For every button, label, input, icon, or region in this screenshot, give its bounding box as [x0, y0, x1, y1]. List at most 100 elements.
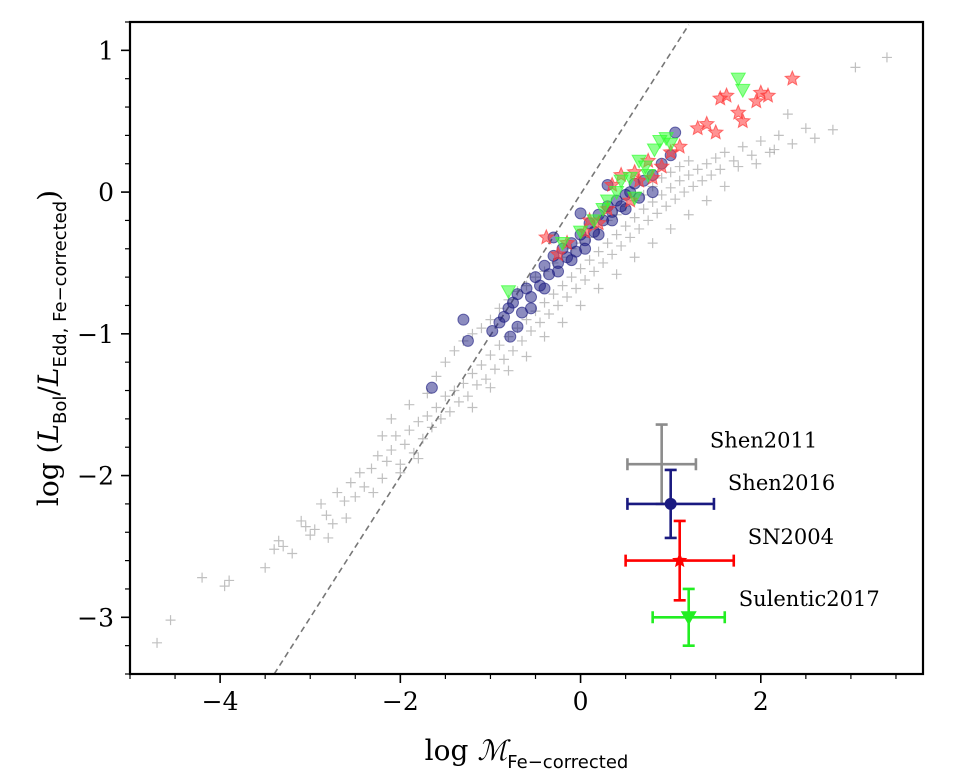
data-point-shen2011	[629, 252, 640, 263]
data-point-shen2011	[629, 212, 640, 223]
data-point-shen2011	[462, 391, 473, 402]
data-point-shen2011	[467, 402, 478, 413]
data-point-shen2011	[674, 161, 685, 172]
data-point-sn2004	[759, 86, 777, 103]
data-point-sulentic2017	[586, 214, 602, 229]
error-bar-marker-group-sulentic2017	[680, 611, 697, 626]
data-point-shen2016	[511, 320, 524, 333]
data-point-shen2011	[692, 164, 703, 175]
data-point-shen2011	[413, 416, 424, 427]
data-point-shen2011	[553, 300, 564, 311]
data-point-shen2011	[665, 182, 676, 193]
data-point-sulentic2017	[599, 194, 616, 209]
data-point-shen2011	[535, 317, 546, 328]
x-tick-label: −4	[202, 687, 239, 716]
data-point-shen2011	[404, 425, 415, 436]
data-point-sulentic2017	[572, 225, 589, 240]
error-bar-marker-shen2016	[664, 497, 677, 510]
reference-line	[273, 24, 690, 674]
y-tick-label: −3	[77, 603, 114, 632]
data-point-shen2011	[850, 62, 861, 73]
data-point-shen2011	[413, 453, 424, 464]
data-point-shen2011	[607, 249, 618, 260]
error-bar-marker-sn2004	[672, 552, 688, 568]
y-tick-label: 1	[98, 36, 114, 65]
data-point-shen2011	[665, 167, 676, 178]
data-point-shen2011	[733, 161, 744, 172]
data-point-sulentic2017	[637, 160, 654, 175]
data-point-shen2011	[764, 147, 775, 158]
data-point-shen2011	[458, 378, 469, 389]
data-point-shen2011	[593, 283, 604, 294]
data-point-shen2011	[679, 187, 690, 198]
data-point-shen2011	[751, 158, 762, 169]
legend-label-shen2011: Shen2011	[710, 428, 817, 452]
data-point-shen2011	[489, 364, 500, 375]
data-point-shen2011	[485, 314, 496, 325]
data-point-shen2011	[278, 541, 289, 552]
data-point-shen2011	[341, 513, 352, 524]
data-point-shen2011	[296, 515, 307, 526]
data-point-shen2011	[620, 221, 631, 232]
data-point-shen2011	[316, 498, 327, 509]
data-point-shen2011	[697, 175, 708, 186]
data-point-shen2011	[467, 368, 478, 379]
x-axis-label: log ℳFe−corrected	[425, 734, 629, 773]
data-point-shen2011	[273, 535, 284, 546]
data-point-shen2011	[449, 345, 460, 356]
data-point-shen2011	[366, 463, 377, 474]
data-point-sn2004	[549, 245, 567, 262]
data-point-shen2011	[706, 170, 717, 181]
data-point-shen2016	[592, 228, 605, 241]
data-point-shen2011	[287, 548, 298, 559]
data-point-shen2016	[646, 186, 659, 199]
data-point-sulentic2017	[662, 137, 679, 152]
data-point-sn2004	[734, 112, 752, 129]
data-point-shen2011	[354, 467, 365, 478]
data-point-shen2011	[539, 331, 550, 342]
data-point-shen2011	[480, 374, 491, 385]
data-point-shen2011	[616, 240, 627, 251]
data-point-sulentic2017	[554, 237, 571, 252]
data-point-sulentic2017	[640, 168, 657, 184]
data-point-shen2011	[476, 360, 487, 371]
data-point-shen2011	[598, 257, 609, 268]
data-point-shen2016	[565, 254, 578, 267]
data-point-shen2011	[408, 447, 419, 458]
data-point-shen2011	[417, 433, 428, 444]
data-point-shen2011	[422, 411, 433, 422]
data-point-shen2011	[197, 572, 208, 583]
data-point-shen2011	[386, 413, 397, 424]
legend-label-shen2016: Shen2016	[728, 471, 835, 495]
data-point-shen2011	[224, 575, 235, 586]
data-point-shen2011	[377, 430, 388, 441]
data-point-shen2011	[339, 496, 350, 507]
data-point-shen2011	[309, 524, 320, 535]
error-bar-shen2011	[626, 423, 698, 506]
data-point-shen2011	[260, 562, 271, 573]
y-tick-label: −2	[77, 462, 114, 491]
error-bar-marker-group-shen2016	[664, 497, 677, 510]
data-point-shen2011	[701, 195, 712, 206]
data-point-shen2011	[584, 255, 595, 266]
data-point-shen2016	[552, 265, 565, 278]
data-point-shen2011	[881, 52, 892, 63]
data-point-shen2011	[634, 223, 645, 234]
data-point-shen2011	[426, 422, 437, 433]
data-point-shen2016	[538, 282, 551, 295]
plot-area	[152, 24, 892, 674]
data-point-shen2016	[425, 381, 438, 394]
data-point-shen2011	[372, 450, 383, 461]
data-point-shen2011	[611, 269, 622, 280]
data-point-shen2016	[525, 290, 538, 303]
data-point-sulentic2017	[613, 174, 629, 189]
data-point-shen2011	[611, 229, 622, 240]
data-point-shen2011	[494, 340, 505, 351]
data-point-shen2016	[525, 302, 538, 315]
data-point-shen2011	[787, 138, 798, 149]
data-point-shen2011	[431, 402, 442, 413]
data-point-shen2011	[683, 170, 694, 181]
data-point-shen2016	[606, 214, 619, 227]
data-point-shen2011	[670, 194, 681, 205]
